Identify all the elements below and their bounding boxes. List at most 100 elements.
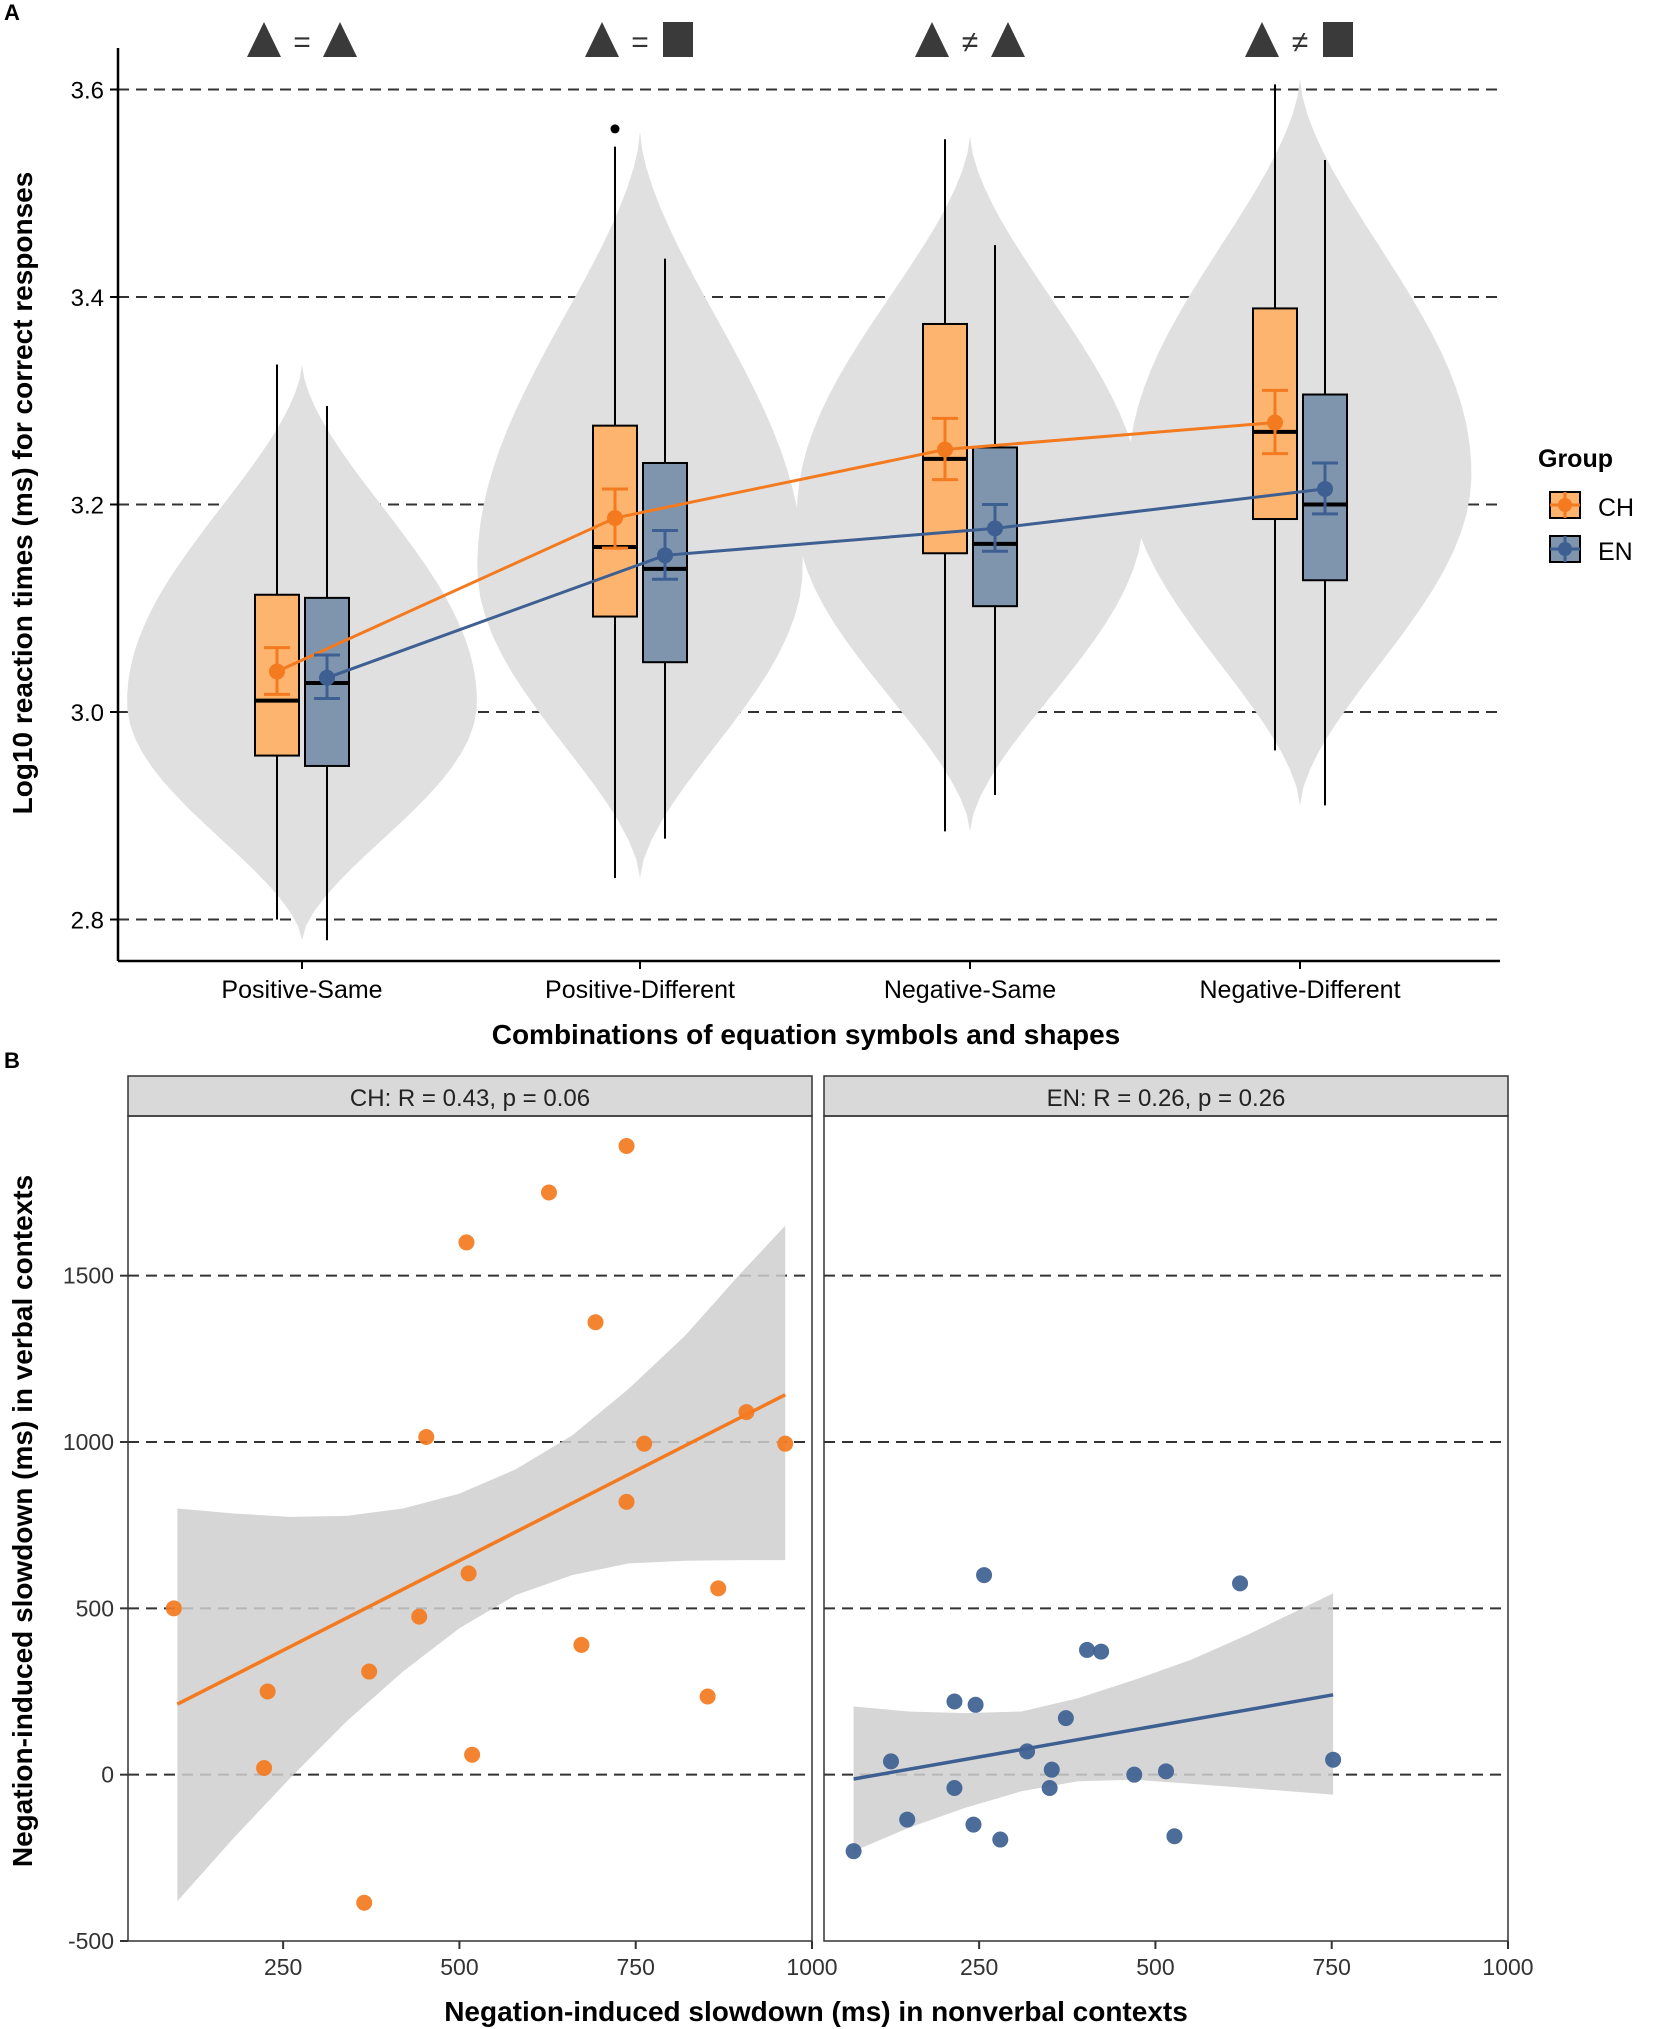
panel-a-boxplots [254,84,1348,941]
scatter-point [256,1760,273,1777]
y-tick-label: 3.2 [71,493,104,520]
scatter-point [1126,1766,1143,1783]
triangle-symbol [915,22,949,57]
scatter-point [1019,1743,1036,1760]
scatter-point [618,1137,635,1154]
scatter-point [1043,1761,1060,1778]
legend-key-ch [1549,491,1581,519]
scatter-point [738,1404,755,1421]
scatter-point [1093,1643,1110,1660]
x-tick-label: 750 [617,1954,655,1980]
panel-a-y-axis-title: Log10 reaction times (ms) for correct re… [7,172,38,815]
scatter-point [540,1184,557,1201]
mean-line-ch [276,421,1276,673]
y-tick-label: -500 [68,1928,114,1954]
scatter-point [1166,1828,1183,1845]
y-tick-label: 1000 [63,1429,114,1455]
panel-b-label: B [4,1048,20,1073]
scatter-point [618,1493,635,1510]
symbol-operator: = [293,26,311,59]
facet-strip-label: EN: R = 0.26, p = 0.26 [1047,1085,1286,1112]
scatter-point [946,1693,963,1710]
scatter-point [464,1746,481,1763]
triangle-symbol [585,22,619,57]
violin-positive-same [127,364,477,941]
x-tick-label: 250 [960,1954,998,1980]
box-ch-positive-same [254,593,300,757]
panel-b-y-axis-title: Negation-induced slowdown (ms) in verbal… [7,1175,38,1867]
confidence-band [853,1593,1334,1852]
scatter-point [1325,1751,1342,1768]
panel-b-facets: CH: R = 0.43, p = 0.06 250 500 750 1000 EN: R… [63,1075,1534,1980]
mean-point-en-positive-different [657,547,673,564]
x-tick-label: 750 [1313,1954,1351,1980]
panel-a-x-axis-title: Combinations of equation symbols and sha… [492,1019,1121,1050]
panel-b-x-axis-title: Negation-induced slowdown (ms) in nonver… [444,1996,1188,2027]
legend-key-point [1558,542,1572,556]
scatter-point [411,1608,428,1625]
triangle-symbol [247,22,281,57]
scatter-point [882,1753,899,1770]
mean-point-ch-negative-different [1267,414,1283,431]
x-tick-label: Positive-Same [221,976,382,1004]
scatter-point [1057,1710,1074,1727]
x-tick-label: 500 [440,1954,478,1980]
violin-negative-same [796,136,1144,832]
legend-key-en [1549,535,1581,563]
facet-ch: CH: R = 0.43, p = 0.06 250 500 750 1000 [127,1075,838,1980]
scatter-point [1158,1763,1174,1780]
panel-b: B CH: R = 0.43, p = 0.06 250 500 750 1000 EN:… [4,1048,1534,2027]
y-tick-label: 3.0 [71,700,104,727]
panel-a-label: A [4,0,20,25]
triangle-symbol [991,22,1025,57]
scatter-point [361,1663,378,1680]
x-tick-label: Negative-Same [884,976,1056,1004]
panel-a-mean-points [264,388,1338,701]
mean-point-ch-negative-same [937,441,953,458]
square-symbol [1323,22,1353,57]
mean-point-ch-positive-same [269,663,285,680]
facet-strip-label: CH: R = 0.43, p = 0.06 [350,1085,590,1112]
scatter-point [1041,1779,1058,1796]
scatter-point [992,1831,1009,1848]
scatter-point [418,1429,435,1446]
confidence-band [177,1225,786,1902]
y-tick-label: 3.6 [71,78,104,105]
scatter-point [587,1314,604,1331]
regression-line [176,1393,786,1706]
x-tick-label: 250 [264,1954,302,1980]
symbol-header-positive-same: = [247,22,357,59]
x-tick-label: 1000 [786,1954,837,1980]
panel-a-x-ticks: Positive-Same Positive-Different Negative-… [221,961,1401,1004]
scatter-point [699,1688,716,1705]
symbol-operator: ≠ [1292,26,1308,59]
legend-label-ch: CH [1598,494,1634,522]
panel-a-violins [127,79,1472,941]
symbol-header-positive-different: = [585,22,693,59]
legend-keys [1549,491,1581,563]
scatter-point [165,1600,182,1617]
panel-a-symbol-headers: = = ≠ ≠ [247,22,1353,59]
y-tick-label: 0 [101,1762,114,1788]
legend-key-point [1558,498,1572,512]
scatter-point [845,1843,862,1860]
scatter-point [356,1894,373,1911]
scatter-point [636,1435,653,1452]
panel-a-y-ticks: 2.8 3.0 3.2 3.4 3.6 [71,78,118,935]
scatter-point [946,1779,963,1796]
y-tick-label: 1500 [63,1263,114,1289]
x-tick-label: Positive-Different [545,976,735,1004]
legend-title: Group [1538,445,1613,473]
y-tick-label: 3.4 [71,285,104,312]
mean-point-en-negative-different [1317,480,1333,497]
symbol-operator: ≠ [962,26,978,59]
facet-strip [127,1075,813,1117]
scatter-point [967,1696,984,1713]
symbol-header-negative-different: ≠ [1245,22,1353,59]
scatter-point [965,1816,982,1833]
mean-line-en [326,487,1326,680]
y-tick-label: 2.8 [71,908,104,935]
symbol-header-negative-same: ≠ [915,22,1025,59]
box-ch-negative-different [1252,307,1298,521]
